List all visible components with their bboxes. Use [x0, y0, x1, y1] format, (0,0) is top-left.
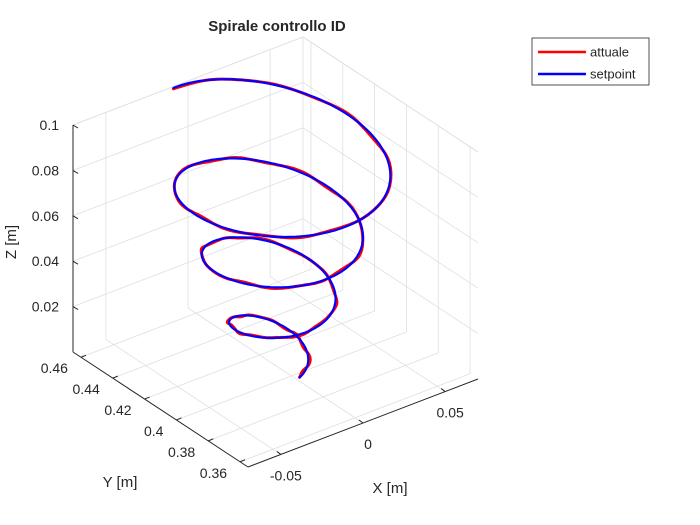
- y-tick-label-1: 0.38: [168, 444, 195, 460]
- z-tick-mark-3: [72, 169, 79, 174]
- x-tick-mark-1: [358, 419, 364, 424]
- legend-label-setpoint: setpoint: [590, 67, 636, 82]
- x-tick-mark-2: [440, 388, 446, 392]
- grid-y-floor-0: [239, 373, 471, 463]
- chart-title: Spirale controllo ID: [208, 18, 346, 35]
- y-tick-mark-3: [144, 396, 150, 400]
- grid-y-floor-3: [144, 310, 375, 400]
- y-tick-mark-4: [112, 375, 118, 379]
- x-tick-mark-0: [276, 451, 282, 455]
- y-tick-label-2: 0.4: [144, 423, 164, 439]
- y-axis-label: Y [m]: [103, 474, 138, 491]
- series-layer: [171, 77, 393, 379]
- grid-x-floor-0: [105, 339, 282, 455]
- grid-lines: [72, 36, 479, 463]
- x-tick-label-0: -0.05: [270, 467, 302, 483]
- y-tick-label-0: 0.36: [200, 465, 227, 481]
- grid-z-side-3: [302, 82, 479, 198]
- x-axis-label: X [m]: [372, 480, 407, 497]
- z-tick-mark-2: [72, 215, 79, 220]
- y-tick-mark-0: [239, 459, 246, 463]
- y-tick-label-4: 0.44: [73, 381, 100, 397]
- grid-y-floor-1: [208, 352, 439, 442]
- z-tick-label-1: 0.04: [32, 253, 59, 269]
- series-line-setpoint: [172, 78, 392, 379]
- z-tick-mark-0: [72, 306, 79, 311]
- grid-x-floor-2: [269, 276, 446, 392]
- box-edge-top-back: [72, 36, 304, 126]
- y-tick-mark-2: [176, 417, 182, 421]
- y-axis-line: [72, 351, 249, 468]
- grid-y-floor-4: [112, 289, 343, 379]
- z-tick-label-4: 0.1: [40, 117, 60, 133]
- grid-z-side-0: [302, 218, 479, 334]
- y-tick-mark-5: [80, 354, 87, 358]
- z-tick-mark-4: [72, 124, 79, 129]
- grid-y-floor-5: [80, 268, 312, 358]
- z-tick-label-2: 0.06: [32, 208, 59, 224]
- grid-x-floor-1: [187, 307, 364, 424]
- x-tick-label-2: 0.05: [437, 405, 464, 421]
- legend-box: [531, 37, 650, 86]
- grid-y-floor-2: [176, 331, 407, 421]
- y-tick-label-5: 0.46: [41, 360, 68, 376]
- axis-ticks: -0.05 0 0.05 0.36 0.380.4 0.420.44 0.46 0.02 0.0…: [32, 117, 464, 483]
- y-tick-label-3: 0.42: [104, 402, 131, 418]
- z-axis-label: Z [m]: [3, 225, 20, 259]
- y-tick-mark-1: [208, 438, 214, 442]
- z-tick-label-3: 0.08: [32, 162, 59, 178]
- legend: attuale setpoint: [531, 37, 650, 86]
- x-tick-label-1: 0: [364, 436, 372, 452]
- box-edge-top-side: [302, 36, 479, 153]
- z-tick-mark-1: [72, 260, 79, 265]
- legend-label-attuale: attuale: [590, 45, 629, 60]
- axes-panes: [73, 37, 478, 379]
- back-pane-yz: [303, 37, 478, 379]
- z-tick-label-0: 0.02: [32, 299, 59, 315]
